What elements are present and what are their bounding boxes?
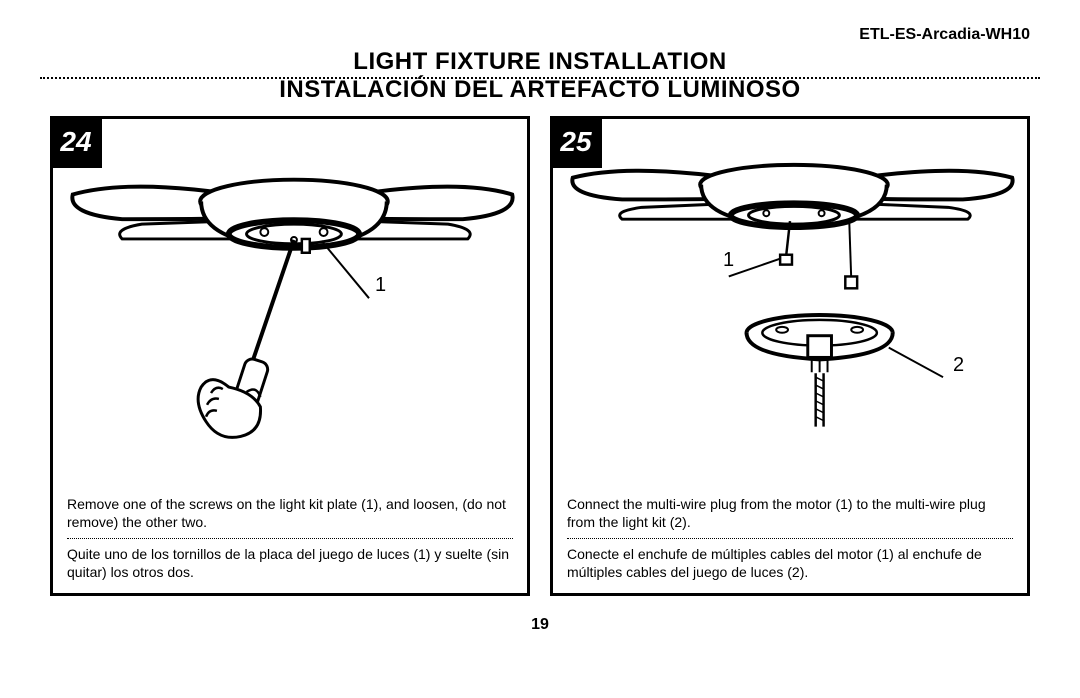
step-panel-25: 25 bbox=[550, 116, 1030, 596]
page-number: 19 bbox=[40, 616, 1040, 634]
caption-spanish: Quite uno de los tornillos de la placa d… bbox=[67, 545, 513, 581]
title-dotted-rule bbox=[40, 77, 1040, 79]
caption-english: Remove one of the screws on the light ki… bbox=[67, 495, 513, 531]
caption-dotted-rule bbox=[67, 538, 513, 539]
caption-spanish: Conecte el enchufe de múltiples cables d… bbox=[567, 545, 1013, 581]
caption-block-25: Connect the multi-wire plug from the mot… bbox=[553, 487, 1027, 593]
model-code: ETL-ES-Arcadia-WH10 bbox=[859, 26, 1030, 44]
title-english: LIGHT FIXTURE INSTALLATION bbox=[40, 48, 1040, 76]
panels-row: 24 bbox=[40, 116, 1040, 596]
illustration-24: 1 bbox=[53, 119, 527, 487]
callout-label: 2 bbox=[953, 354, 964, 377]
caption-dotted-rule bbox=[567, 538, 1013, 539]
callout-label: 1 bbox=[375, 274, 386, 297]
step-panel-24: 24 bbox=[50, 116, 530, 596]
title-spanish: INSTALACIÓN DEL ARTEFACTO LUMINOSO bbox=[40, 76, 1040, 104]
title-block: LIGHT FIXTURE INSTALLATION INSTALACIÓN D… bbox=[40, 48, 1040, 104]
fan-diagram-25-svg bbox=[553, 119, 1027, 487]
illustration-25: 1 2 bbox=[553, 119, 1027, 487]
caption-english: Connect the multi-wire plug from the mot… bbox=[567, 495, 1013, 531]
fan-diagram-24-svg bbox=[53, 119, 527, 487]
caption-block-24: Remove one of the screws on the light ki… bbox=[53, 487, 527, 593]
callout-label: 1 bbox=[723, 249, 734, 272]
